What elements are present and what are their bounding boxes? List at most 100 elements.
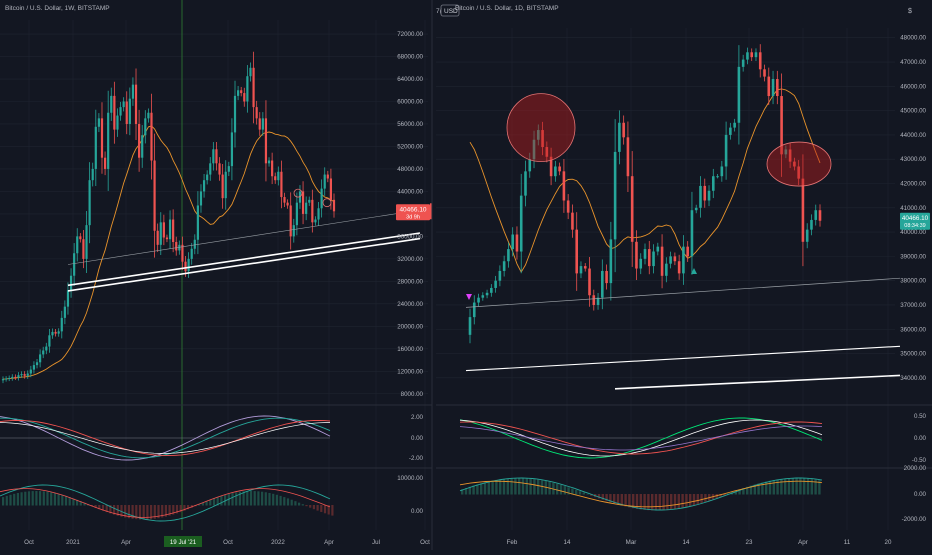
- right-osc2-hist-bar: [780, 478, 783, 495]
- right-x-tick-label: Mar: [626, 539, 637, 546]
- right-candle: [788, 149, 792, 162]
- left-candle: [233, 95, 237, 133]
- left-candle: [193, 239, 196, 249]
- right-osc2-hist-bar: [480, 483, 483, 495]
- right-x-tick-label: 14: [683, 539, 690, 546]
- right-candle: [566, 200, 570, 213]
- right-candle: [754, 52, 758, 58]
- right-candle: [588, 268, 591, 296]
- left-candle: [255, 107, 258, 119]
- right-osc2-hist-bar: [692, 494, 696, 506]
- left-grid: [0, 0, 432, 530]
- right-osc2-hist-bar: [605, 494, 608, 502]
- left-chart-panel[interactable]: 72000.00 68000.00 64000.00 60000.00 56000.00…: [0, 0, 443, 547]
- right-candle: [690, 210, 694, 257]
- right-osc2-line-b: [459, 480, 823, 508]
- left-candle: [88, 180, 91, 226]
- right-y-tick-label: 34000.00: [900, 375, 926, 382]
- left-candle: [320, 188, 323, 209]
- right-candle: [694, 207, 698, 211]
- left-candle: [311, 199, 314, 223]
- left-osc2-hist-bar: [68, 497, 71, 506]
- right-osc1-tick: 0.50: [914, 413, 927, 420]
- right-y-tick-label: 43000.00: [900, 156, 926, 163]
- left-candle: [274, 176, 277, 181]
- right-osc2-hist-bar: [620, 494, 623, 506]
- left-osc2-hist-bar: [316, 505, 319, 511]
- left-osc2-hist-bar: [13, 493, 16, 506]
- left-candle: [45, 346, 48, 351]
- left-candle: [190, 248, 193, 259]
- left-osc2-hist-bar: [61, 494, 64, 506]
- right-candle: [528, 159, 532, 172]
- left-candle: [202, 180, 206, 192]
- right-osc2-hist-bar: [575, 489, 578, 495]
- left-axes: 72000.00 68000.00 64000.00 60000.00 56000.00…: [24, 31, 432, 547]
- right-osc2-hist-bar: [685, 494, 688, 508]
- right-candle: [746, 52, 749, 60]
- dollar-icon[interactable]: $: [908, 8, 912, 15]
- right-osc2-hist-bar: [563, 486, 566, 495]
- left-osc2-hist-bar: [231, 493, 234, 506]
- right-x-tick-label: Apr: [798, 539, 808, 546]
- right-candle: [558, 166, 561, 172]
- right-y-tick-label: 40000.00: [900, 229, 926, 236]
- left-candle: [125, 101, 128, 124]
- left-osc2-hist-bar: [113, 505, 116, 515]
- left-candle: [23, 374, 26, 376]
- left-osc1-tick: 2.00: [411, 414, 424, 421]
- left-candle: [243, 93, 246, 102]
- right-candle: [656, 246, 660, 252]
- left-candle: [240, 90, 243, 94]
- right-candle: [639, 258, 643, 269]
- right-circle-marker-1: [506, 93, 576, 163]
- left-candle: [246, 76, 249, 102]
- right-osc2-hist-bar: [670, 494, 673, 510]
- right-osc2-tick: 2000.00: [904, 465, 927, 472]
- left-symbol-badge: 7(: [436, 8, 443, 15]
- left-candle: [11, 376, 14, 379]
- left-candle: [147, 112, 150, 119]
- right-candle: [571, 212, 574, 230]
- left-candle: [141, 135, 144, 158]
- right-osc2-hist-bar: [567, 487, 570, 495]
- right-osc1-line-c: [459, 421, 823, 455]
- right-candle: [507, 249, 510, 262]
- currency-badge[interactable]: [440, 4, 460, 17]
- left-candle: [4, 378, 8, 380]
- right-y-tick-label: 38000.00: [900, 278, 926, 285]
- left-candle: [82, 239, 85, 259]
- left-candle: [181, 244, 184, 262]
- left-trendline-3: [67, 209, 421, 265]
- right-osc2-hist-bar: [483, 482, 487, 495]
- left-oscillators: [0, 415, 334, 522]
- right-osc2-hist-bar: [597, 494, 601, 499]
- left-candle: [54, 331, 57, 334]
- right-osc2-hist-bar: [559, 484, 563, 495]
- right-osc2-hist-bar: [666, 494, 669, 511]
- left-candle: [14, 376, 17, 378]
- right-candle: [784, 149, 788, 155]
- right-osc2-hist-bar: [533, 479, 536, 495]
- left-osc2-hist-bar: [39, 491, 42, 506]
- left-osc2-hist-bar: [172, 505, 175, 515]
- right-candle: [741, 59, 745, 67]
- right-chart-panel[interactable]: 48000.00 47000.00 46000.00 45000.00 44000.00…: [436, 4, 932, 546]
- right-osc2-hist-bar: [616, 494, 620, 505]
- left-candle: [295, 202, 298, 226]
- right-y-tick-label: 36000.00: [900, 326, 926, 333]
- left-candle: [128, 98, 131, 124]
- left-osc2-hist-bar: [138, 505, 142, 520]
- left-osc1-line-d: [0, 422, 330, 454]
- left-candle: [261, 118, 264, 130]
- right-osc1-tick: 0.00: [914, 435, 927, 442]
- right-osc2-hist-bar: [765, 481, 768, 495]
- left-candle: [283, 197, 286, 203]
- right-candle: [536, 130, 540, 140]
- left-candle: [159, 222, 162, 245]
- left-osc2-hist-bar: [261, 491, 264, 506]
- left-candle: [308, 199, 311, 203]
- left-candle: [221, 174, 224, 199]
- left-osc2-hist-bar: [57, 493, 60, 506]
- right-last-price-sub: 08:34:39: [904, 223, 925, 229]
